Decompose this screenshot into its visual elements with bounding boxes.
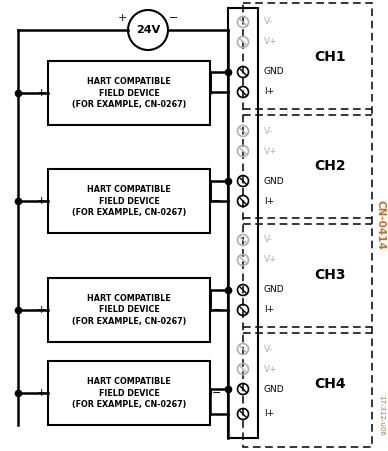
Text: V+: V+ xyxy=(264,147,278,156)
Text: −: − xyxy=(212,196,222,206)
Text: +: + xyxy=(36,388,46,398)
Text: CH3: CH3 xyxy=(314,268,346,282)
Text: +: + xyxy=(117,13,127,23)
Text: HART COMPATIBLE
FIELD DEVICE
(FOR EXAMPLE, CN-0267): HART COMPATIBLE FIELD DEVICE (FOR EXAMPL… xyxy=(72,77,186,109)
Text: I+: I+ xyxy=(264,410,274,419)
Text: I+: I+ xyxy=(264,197,274,206)
Text: V+: V+ xyxy=(264,37,278,46)
Text: I+: I+ xyxy=(264,305,274,314)
Text: 17-312-u06: 17-312-u06 xyxy=(378,395,384,435)
Text: V-: V- xyxy=(264,18,273,27)
Text: HART COMPATIBLE
FIELD DEVICE
(FOR EXAMPLE, CN-0267): HART COMPATIBLE FIELD DEVICE (FOR EXAMPL… xyxy=(72,294,186,327)
Text: CH2: CH2 xyxy=(314,159,346,173)
Text: CN-0414: CN-0414 xyxy=(376,200,386,250)
Text: HART COMPATIBLE
FIELD DEVICE
(FOR EXAMPLE, CN-0267): HART COMPATIBLE FIELD DEVICE (FOR EXAMPL… xyxy=(72,185,186,217)
Text: V+: V+ xyxy=(264,364,278,373)
Text: CH4: CH4 xyxy=(314,377,346,391)
Text: GND: GND xyxy=(264,385,285,394)
Text: V-: V- xyxy=(264,126,273,135)
Text: −: − xyxy=(212,305,222,315)
Text: I+: I+ xyxy=(264,87,274,97)
Text: GND: GND xyxy=(264,285,285,295)
Text: 24V: 24V xyxy=(136,25,160,35)
Text: GND: GND xyxy=(264,68,285,77)
Text: −: − xyxy=(212,388,222,398)
Text: HART COMPATIBLE
FIELD DEVICE
(FOR EXAMPLE, CN-0267): HART COMPATIBLE FIELD DEVICE (FOR EXAMPL… xyxy=(72,377,186,410)
Text: V+: V+ xyxy=(264,256,278,264)
Text: V-: V- xyxy=(264,345,273,354)
Text: +: + xyxy=(36,196,46,206)
Text: CH1: CH1 xyxy=(314,50,346,64)
Text: −: − xyxy=(169,13,179,23)
Text: −: − xyxy=(212,88,222,98)
Text: V-: V- xyxy=(264,235,273,244)
Text: GND: GND xyxy=(264,176,285,185)
Text: +: + xyxy=(36,305,46,315)
Text: +: + xyxy=(36,88,46,98)
